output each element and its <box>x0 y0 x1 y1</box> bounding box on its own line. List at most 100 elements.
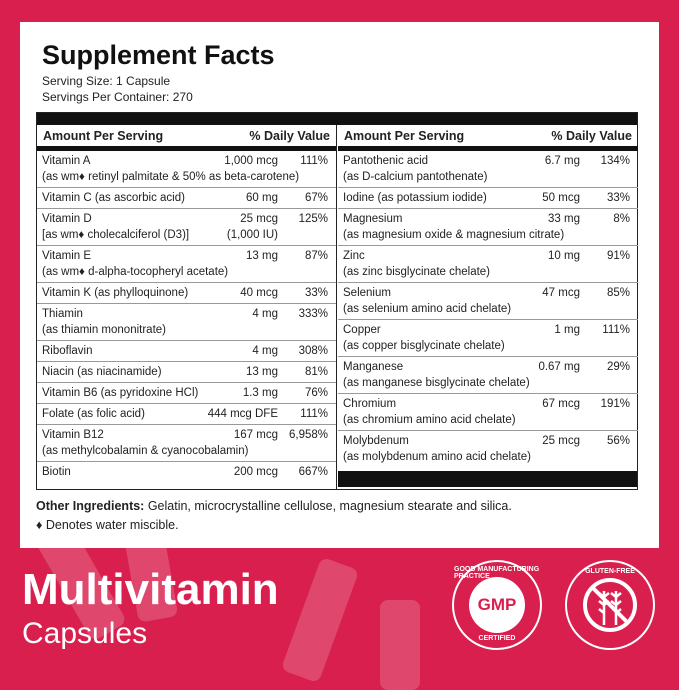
nutrient-row: Vitamin A (as wm♦ retinyl palmitate & 50%… <box>37 151 336 188</box>
nutrient-daily-value: 111% <box>300 155 328 167</box>
nutrient-name: Copper <box>343 324 381 336</box>
nutrient-daily-value: 56% <box>606 435 630 447</box>
nutrient-daily-value: 81% <box>304 366 328 378</box>
nutrient-name: Vitamin E <box>42 250 92 262</box>
decor <box>280 556 360 684</box>
nutrient-daily-value: 67% <box>304 192 328 204</box>
facts-table: Amount Per Serving % Daily Value Vitamin … <box>36 112 638 490</box>
gmp-seal: GMP <box>469 577 525 633</box>
nutrient-amount: 1 mg <box>554 324 580 336</box>
nutrient-name: Manganese <box>343 361 404 373</box>
gmp-certified-text: CERTIFIED <box>478 635 516 642</box>
amount-header: Amount Per Serving <box>344 128 465 143</box>
nutrient-amount: 60 mg <box>246 192 278 204</box>
nutrient-row: Selenium (as selenium amino acid chelate)… <box>338 283 638 320</box>
dv-header: % Daily Value <box>249 128 330 143</box>
other-ingredients-text: Gelatin, microcrystalline cellulose, mag… <box>144 499 512 513</box>
left-column: Amount Per Serving % Daily Value Vitamin … <box>37 125 337 489</box>
nutrient-daily-value: 33% <box>606 192 630 204</box>
nutrient-amount-alt: (1,000 IU) <box>226 229 278 241</box>
water-miscible-note: ♦ Denotes water miscible. <box>36 518 179 532</box>
nutrient-row: Vitamin B12 (as methylcobalamin & cyanoco… <box>37 425 336 462</box>
nutrient-amount: 167 mcg <box>233 429 278 441</box>
nutrient-row: Chromium (as chromium amino acid chelate)… <box>338 394 638 431</box>
dv-header: % Daily Value <box>551 128 632 143</box>
nutrient-daily-value: 85% <box>606 287 630 299</box>
nutrient-name: Biotin <box>42 466 71 478</box>
nutrient-row: Magnesium (as magnesium oxide & magnesium… <box>338 209 638 246</box>
nutrient-amount: 0.67 mg <box>538 361 580 373</box>
nutrient-amount: 200 mcg <box>233 466 278 478</box>
divider <box>338 471 637 487</box>
nutrient-amount: 6.7 mg <box>544 155 580 167</box>
divider <box>37 113 637 125</box>
gmp-badge: GOOD MANUFACTURING PRACTICE GMP CERTIFIE… <box>452 560 542 650</box>
nutrient-amount: 67 mcg <box>542 398 580 410</box>
nutrient-source: (as wm♦ retinyl palmitate & 50% as beta-… <box>42 171 300 183</box>
supplement-facts-panel: Supplement Facts Serving Size: 1 Capsule… <box>20 22 659 548</box>
nutrient-name: Vitamin C (as ascorbic acid) <box>42 192 185 204</box>
nutrient-row: Zinc (as zinc bisglycinate chelate) 10 mg 9… <box>338 246 638 283</box>
nutrient-source: (as molybdenum amino acid chelate) <box>343 451 531 463</box>
nutrient-daily-value: 33% <box>304 287 328 299</box>
product-name: Multivitamin <box>22 565 279 614</box>
column-header: Amount Per Serving % Daily Value <box>37 125 336 151</box>
gmp-ring-text: GOOD MANUFACTURING PRACTICE <box>454 566 540 580</box>
nutrient-amount: 47 mcg <box>542 287 580 299</box>
nutrient-amount: 40 mcg <box>240 287 278 299</box>
nutrient-row: Thiamin (as thiamin mononitrate) 4 mg 333% <box>37 304 336 341</box>
nutrient-daily-value: 8% <box>613 213 630 225</box>
nutrient-source: (as methylcobalamin & cyanocobalamin) <box>42 445 249 457</box>
nutrient-daily-value: 125% <box>298 213 328 225</box>
nutrient-source: (as magnesium oxide & magnesium citrate) <box>343 229 565 241</box>
gluten-free-badge: GLUTEN-FREE <box>565 560 655 650</box>
nutrient-source: (as selenium amino acid chelate) <box>343 303 512 315</box>
nutrient-row: Biotin 200 mcg 667% <box>37 462 336 482</box>
nutrient-daily-value: 87% <box>304 250 328 262</box>
nutrient-name: Niacin (as niacinamide) <box>42 366 162 378</box>
nutrient-daily-value: 6,958% <box>288 429 328 441</box>
nutrient-row: Vitamin C (as ascorbic acid) 60 mg 67% <box>37 188 336 209</box>
nutrient-amount: 4 mg <box>252 308 278 320</box>
nutrient-source: (as thiamin mononitrate) <box>42 324 166 336</box>
nutrient-name: Vitamin B6 (as pyridoxine HCl) <box>42 387 199 399</box>
nutrient-name: Vitamin K (as phylloquinone) <box>42 287 189 299</box>
right-column: Amount Per Serving % Daily Value Pantothe… <box>338 125 638 467</box>
nutrient-name: Pantothenic acid <box>343 155 429 167</box>
nutrient-row: Molybdenum (as molybdenum amino acid chel… <box>338 431 638 467</box>
nutrient-daily-value: 111% <box>602 324 630 336</box>
nutrient-name: Riboflavin <box>42 345 93 357</box>
other-ingredients: Other Ingredients: Gelatin, microcrystal… <box>36 499 512 513</box>
nutrient-name: Molybdenum <box>343 435 409 447</box>
nutrient-name: Chromium <box>343 398 397 410</box>
nutrient-daily-value: 191% <box>600 398 630 410</box>
nutrient-row: Copper (as copper bisglycinate chelate) 1 … <box>338 320 638 357</box>
nutrient-name: Vitamin B12 <box>42 429 104 441</box>
nutrient-source: (as chromium amino acid chelate) <box>343 414 516 426</box>
nutrient-daily-value: 29% <box>606 361 630 373</box>
nutrient-daily-value: 308% <box>298 345 328 357</box>
column-header: Amount Per Serving % Daily Value <box>338 125 638 151</box>
nutrient-source: (as manganese bisglycinate chelate) <box>343 377 530 389</box>
crossed-wheat-icon <box>583 578 637 632</box>
nutrient-row: Iodine (as potassium iodide) 50 mcg 33% <box>338 188 638 209</box>
nutrient-amount: 13 mg <box>246 366 278 378</box>
nutrient-amount: 33 mg <box>548 213 580 225</box>
nutrient-row: Manganese (as manganese bisglycinate chel… <box>338 357 638 394</box>
nutrient-amount: 1,000 mcg <box>224 155 278 167</box>
nutrient-name: Magnesium <box>343 213 403 225</box>
nutrient-daily-value: 134% <box>600 155 630 167</box>
nutrient-row: Folate (as folic acid) 444 mcg DFE 111% <box>37 404 336 425</box>
nutrient-amount: 1.3 mg <box>242 387 278 399</box>
nutrient-source: (as D-calcium pantothenate) <box>343 171 488 183</box>
nutrient-amount: 4 mg <box>252 345 278 357</box>
product-form: Capsules <box>22 617 148 650</box>
nutrient-name: Vitamin A <box>42 155 91 167</box>
nutrient-row: Vitamin D [as wm♦ cholecalciferol (D3)] 25… <box>37 209 336 246</box>
nutrient-name: Iodine (as potassium iodide) <box>343 192 487 204</box>
other-ingredients-label: Other Ingredients: <box>36 499 145 513</box>
nutrient-row: Vitamin K (as phylloquinone) 40 mcg 33% <box>37 283 336 304</box>
nutrient-name: Zinc <box>343 250 365 262</box>
nutrient-daily-value: 76% <box>304 387 328 399</box>
nutrient-amount: 13 mg <box>246 250 278 262</box>
